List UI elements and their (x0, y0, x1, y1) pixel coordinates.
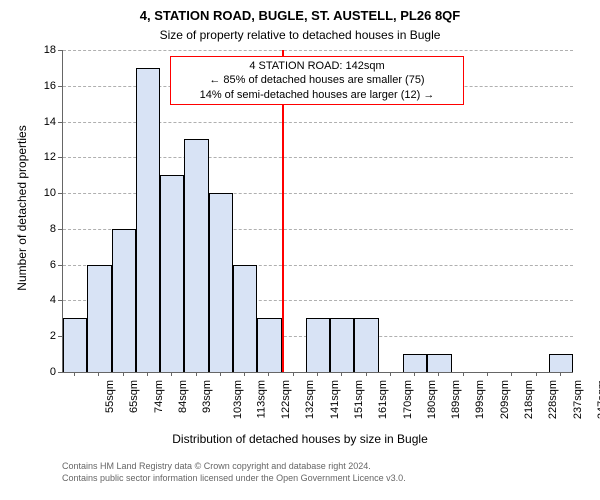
annotation-line1: 4 STATION ROAD: 142sqm (175, 59, 459, 73)
xtick-label: 141sqm (329, 380, 341, 419)
xtick-label: 65sqm (128, 380, 140, 413)
xtick-label: 247sqm (596, 380, 600, 419)
xtick-label: 189sqm (450, 380, 462, 419)
xtick-mark (366, 372, 367, 376)
chart-container: 4, STATION ROAD, BUGLE, ST. AUSTELL, PL2… (0, 0, 600, 500)
xtick-label: 93sqm (201, 380, 213, 413)
xtick-mark (147, 372, 148, 376)
xtick-label: 209sqm (499, 380, 511, 419)
histogram-bar (160, 175, 184, 372)
footer-line1: Contains HM Land Registry data © Crown c… (62, 460, 406, 472)
xtick-mark (390, 372, 391, 376)
xtick-mark (487, 372, 488, 376)
histogram-bar (233, 265, 257, 372)
xtick-label: 199sqm (475, 380, 487, 419)
xtick-mark (511, 372, 512, 376)
annotation-line3: 14% of semi-detached houses are larger (… (175, 88, 459, 102)
ytick-label: 6 (34, 259, 56, 271)
xtick-mark (244, 372, 245, 376)
ytick-label: 2 (34, 330, 56, 342)
xtick-mark (98, 372, 99, 376)
xtick-label: 228sqm (547, 380, 559, 419)
xtick-label: 170sqm (402, 380, 414, 419)
ytick-mark (58, 336, 62, 337)
histogram-bar (209, 193, 233, 372)
ytick-label: 14 (34, 116, 56, 128)
xtick-mark (268, 372, 269, 376)
xtick-label: 103sqm (232, 380, 244, 419)
annotation-box: 4 STATION ROAD: 142sqm ← 85% of detached… (170, 56, 464, 105)
xtick-label: 55sqm (104, 380, 116, 413)
chart-title-sub: Size of property relative to detached ho… (0, 28, 600, 42)
xtick-mark (438, 372, 439, 376)
ytick-mark (58, 229, 62, 230)
ytick-label: 4 (34, 294, 56, 306)
ytick-mark (58, 122, 62, 123)
histogram-bar (354, 318, 378, 372)
xtick-mark (123, 372, 124, 376)
gridline (63, 50, 573, 51)
xtick-mark (463, 372, 464, 376)
xtick-mark (293, 372, 294, 376)
histogram-bar (63, 318, 87, 372)
ytick-label: 12 (34, 151, 56, 163)
ytick-mark (58, 372, 62, 373)
x-axis-label: Distribution of detached houses by size … (0, 432, 600, 446)
histogram-bar (184, 139, 208, 372)
ytick-mark (58, 300, 62, 301)
histogram-bar (112, 229, 136, 372)
xtick-mark (341, 372, 342, 376)
annotation-line2: ← 85% of detached houses are smaller (75… (175, 73, 459, 87)
footer-line2: Contains public sector information licen… (62, 472, 406, 484)
xtick-mark (196, 372, 197, 376)
xtick-label: 122sqm (280, 380, 292, 419)
ytick-label: 16 (34, 80, 56, 92)
histogram-bar (136, 68, 160, 372)
xtick-label: 132sqm (305, 380, 317, 419)
ytick-label: 18 (34, 44, 56, 56)
histogram-bar (549, 354, 573, 372)
ytick-mark (58, 157, 62, 158)
xtick-mark (74, 372, 75, 376)
histogram-bar (403, 354, 427, 372)
xtick-mark (536, 372, 537, 376)
xtick-label: 237sqm (572, 380, 584, 419)
histogram-bar (87, 265, 111, 372)
histogram-bar (427, 354, 451, 372)
ytick-label: 8 (34, 223, 56, 235)
xtick-label: 113sqm (255, 380, 267, 418)
y-axis-label: Number of detached properties (15, 108, 29, 308)
xtick-label: 218sqm (523, 380, 535, 419)
histogram-bar (330, 318, 354, 372)
xtick-label: 180sqm (426, 380, 438, 419)
ytick-mark (58, 193, 62, 194)
xtick-mark (317, 372, 318, 376)
ytick-mark (58, 265, 62, 266)
xtick-label: 84sqm (177, 380, 189, 413)
xtick-label: 151sqm (353, 380, 365, 419)
xtick-mark (171, 372, 172, 376)
footer-text: Contains HM Land Registry data © Crown c… (62, 460, 406, 484)
histogram-bar (257, 318, 281, 372)
xtick-mark (560, 372, 561, 376)
xtick-label: 161sqm (377, 380, 389, 419)
ytick-label: 10 (34, 187, 56, 199)
xtick-mark (220, 372, 221, 376)
xtick-mark (414, 372, 415, 376)
chart-title-main: 4, STATION ROAD, BUGLE, ST. AUSTELL, PL2… (0, 8, 600, 23)
histogram-bar (306, 318, 330, 372)
ytick-label: 0 (34, 366, 56, 378)
xtick-label: 74sqm (153, 380, 165, 413)
ytick-mark (58, 50, 62, 51)
ytick-mark (58, 86, 62, 87)
